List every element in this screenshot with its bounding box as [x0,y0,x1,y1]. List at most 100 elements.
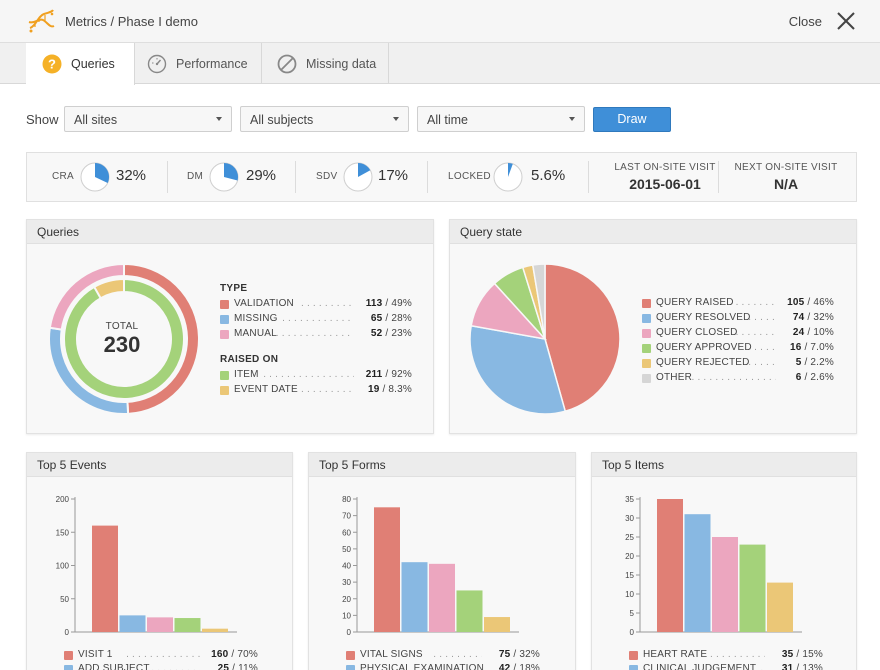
legend-value: 65 / 28% [371,313,412,324]
legend-item-heart-rate: HEART RATE . . . . . . . . . . . . . . .… [629,649,823,663]
bar-3 [429,563,455,632]
pie-slice-query-raised [544,263,621,413]
last-visit-value: 2015-06-01 [629,176,701,192]
legend-swatch [629,651,638,660]
next-visit-value: N/A [773,176,799,192]
legend-swatch [220,386,229,395]
dna-logo-icon [28,9,55,33]
legend-percent: / 15% [793,649,823,660]
pie-slice [508,163,513,177]
y-tick-label: 30 [342,578,351,587]
subjects-select[interactable]: All subjects [240,106,409,132]
y-tick-label: 50 [342,545,351,554]
legend-swatch [64,665,73,670]
stat-value-locked: 5.6% [531,167,566,184]
stat-label-dm: DM [187,171,204,182]
leader-dots: . . . . . . . . . . . . . . . . . . . . … [433,649,482,660]
legend-percent: / 2.2% [801,357,834,368]
legend-label: MANUAL [234,328,277,339]
stat-divider [295,161,296,193]
leader-dots: . . . . . . . . . . . . . . . . . . . . … [151,663,200,670]
legend-value: 19 / 8.3% [368,384,412,395]
leader-dots: . . . . . . . . . . . . . . . . . . . . … [263,369,354,380]
legend-count: 35 [781,649,794,660]
type-header: TYPE [220,283,248,294]
tab-queries[interactable]: ? Queries [26,43,135,85]
legend-percent: / 49% [382,298,412,309]
leader-dots: . . . . . . . . . . . . . . . . . . . . … [126,649,200,660]
stat-label-sdv: SDV [316,171,338,182]
legend-swatch [220,330,229,339]
legend-label: EVENT DATE [234,384,298,395]
leader-dots: . . . . . . . . . . . . . . . . . . . . … [282,313,354,324]
total-label: TOTAL [105,321,139,332]
legend-value: 74 / 32% [793,312,834,323]
y-tick-label: 70 [342,512,351,521]
show-label: Show [26,112,59,127]
draw-button[interactable]: Draw [593,107,671,132]
legend-percent: / 2.6% [801,372,834,383]
pie-slice [95,163,109,183]
bar-4 [456,590,483,632]
donut-slice-item [63,277,185,400]
stats-strip: CRA 32% DM 29% SDV 17% LOCKED 5.6% LAST … [26,152,857,202]
legend-count: 75 [498,649,511,660]
legend-item-item: ITEM . . . . . . . . . . . . . . . . . .… [220,369,412,383]
bar-2 [401,562,428,632]
sites-select-value: All sites [74,113,118,127]
legend-count: 105 [787,297,805,308]
legend-swatch [220,315,229,324]
legend-label: VALIDATION [234,298,294,309]
y-tick-label: 0 [65,628,70,637]
legend-label: ITEM [234,369,259,380]
legend-percent: / 92% [382,369,412,380]
gauge-icon [147,54,167,73]
stat-divider [718,161,719,193]
chevron-down-icon [216,117,222,121]
prohibited-icon [277,54,297,73]
legend-percent: / 11% [229,663,258,670]
legend-swatch [220,300,229,309]
bar-3 [147,617,173,632]
legend-item-missing: MISSING . . . . . . . . . . . . . . . . … [220,313,412,327]
legend-count: 113 [365,298,383,309]
legend-value: 160 / 70% [211,649,258,660]
stat-value-sdv: 17% [378,167,409,184]
panel-title: Top 5 Events [27,453,292,477]
y-tick-label: 200 [56,495,70,504]
y-tick-label: 40 [342,562,351,571]
query-state-panel: Query state QUERY RAISED . . . . . . . .… [449,219,857,434]
legend-item-query-approved: QUERY APPROVED . . . . . . . . . . . . .… [642,342,834,356]
leader-dots: . . . . . . . . . . . . . . . . . . . . … [748,357,776,368]
tab-missing-data[interactable]: Missing data [262,43,389,84]
panel-title: Top 5 Items [592,453,856,477]
stat-divider [167,161,168,193]
panel-title: Queries [27,220,433,244]
leader-dots: . . . . . . . . . . . . . . . . . . . . … [735,327,776,338]
y-tick-label: 150 [56,528,70,537]
tab-performance[interactable]: Performance [135,43,262,84]
close-label[interactable]: Close [788,14,822,29]
legend-count: 74 [792,312,805,323]
legend-value: 5 / 2.2% [796,357,834,368]
legend-percent: / 46% [804,297,834,308]
time-select[interactable]: All time [417,106,585,132]
legend-value: 6 / 2.6% [796,372,834,383]
next-visit-label: NEXT ON-SITE VISIT [734,162,838,173]
y-tick-label: 35 [625,495,634,504]
close-icon[interactable] [836,11,856,31]
legend-value: 113 / 49% [366,298,412,309]
legend-value: 42 / 18% [499,663,540,670]
legend-label: VITAL SIGNS [360,649,423,660]
legend-label: MISSING [234,313,278,324]
legend-count: 16 [789,342,802,353]
legend-label: QUERY RESOLVED [656,312,751,323]
legend-count: 65 [370,313,383,324]
legend-label: QUERY CLOSED [656,327,738,338]
sites-select[interactable]: All sites [64,106,232,132]
pie-slice-query-resolved [469,324,567,415]
legend-swatch [642,359,651,368]
y-tick-label: 80 [342,495,351,504]
leader-dots: . . . . . . . . . . . . . . . . . . . . … [735,297,776,308]
bar-1 [657,499,683,632]
